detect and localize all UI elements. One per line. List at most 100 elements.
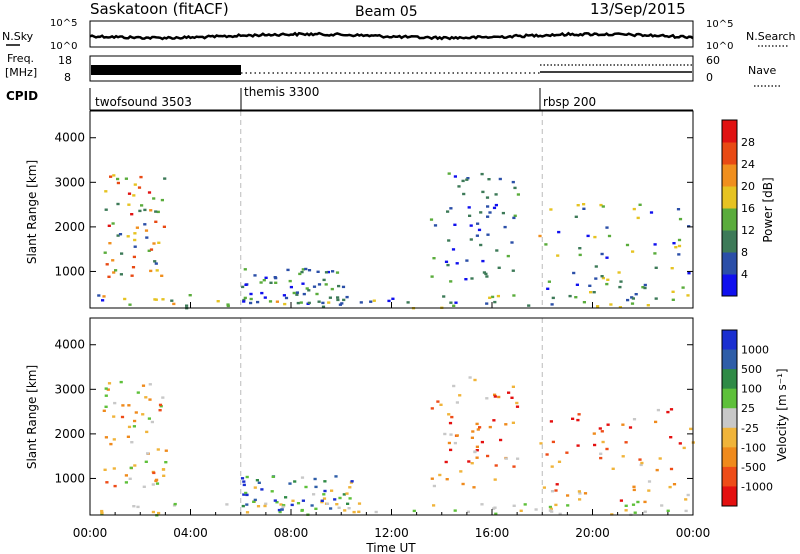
- scatter-cell-1: [574, 296, 578, 299]
- scatter-cell-0: [153, 260, 157, 263]
- scatter-cell-1: [618, 306, 622, 309]
- scatter-cell-3: [450, 415, 454, 419]
- scatter-cell-0: [144, 229, 149, 232]
- nsky-frame: [89, 20, 694, 48]
- power-panel: 1000 2000 3000 4000 Slant Range [km] 4 8 12 16…: [25, 110, 775, 310]
- scatter-cell-4: [577, 413, 581, 416]
- scatter-cell-0: [143, 223, 147, 226]
- scatter-cell-2: [335, 503, 339, 506]
- scatter-cell-4: [549, 208, 553, 211]
- scatter-cell-3: [497, 266, 501, 269]
- scatter-cell-0: [149, 269, 153, 273]
- scatter-cell-1: [102, 295, 106, 298]
- scatter-cell-0: [148, 398, 152, 401]
- scatter-cell-1: [128, 303, 132, 306]
- scatter-cell-2: [268, 300, 273, 303]
- scatter-cell-2: [241, 504, 245, 508]
- scatter-cell-3: [447, 172, 451, 175]
- scatter-cell-1: [243, 296, 247, 300]
- scatter-cell-1: [485, 302, 489, 305]
- xtick-label-0: 00:00: [73, 526, 108, 540]
- xtick-label-4: 16:00: [475, 526, 510, 540]
- scatter-cell-2: [280, 508, 284, 511]
- scatter-cell-2: [340, 302, 344, 305]
- scatter-cell-4: [666, 410, 670, 414]
- scatter-cell-1: [636, 500, 640, 504]
- scatter-cell-4: [538, 234, 542, 238]
- scatter-cell-0: [104, 190, 108, 193]
- scatter-cell-3: [494, 193, 498, 196]
- scatter-cell-1: [226, 303, 230, 306]
- scatter-cell-2: [269, 281, 273, 284]
- scatter-cell-0: [147, 249, 151, 252]
- scatter-cell-4: [598, 427, 602, 430]
- scatter-cell-1: [491, 295, 495, 299]
- scatter-cell-0: [130, 213, 134, 216]
- scatter-cell-3: [486, 215, 490, 218]
- scatter-cell-2: [334, 475, 338, 478]
- scatter-cell-4: [636, 216, 640, 220]
- scatter-cell-0: [131, 266, 136, 269]
- scatter-cell-1: [412, 509, 416, 513]
- colorbar-swatch-3: [722, 388, 737, 409]
- xtick-label-5: 20:00: [575, 526, 610, 540]
- scatter-cell-1: [170, 299, 174, 302]
- scatter-cell-1: [551, 296, 555, 300]
- scatter-cell-3: [515, 405, 520, 408]
- scatter-cell-0: [104, 394, 108, 397]
- scatter-cell-1: [671, 298, 675, 301]
- scatter-cell-1: [278, 510, 282, 514]
- scatter-cell-2: [307, 289, 311, 292]
- nsky-trace: [89, 31, 694, 41]
- scatter-cell-3: [469, 224, 473, 227]
- scatter-cell-4: [654, 420, 658, 424]
- scatter-cell-2: [293, 480, 297, 483]
- scatter-cell-3: [503, 225, 507, 229]
- scatter-cell-4: [689, 427, 693, 431]
- scatter-cell-0: [162, 474, 166, 477]
- scatter-cell-4: [607, 234, 612, 238]
- scatter-cell-4: [557, 460, 562, 463]
- scatter-cell-2: [242, 483, 246, 487]
- scatter-cell-1: [548, 505, 552, 509]
- scatter-cell-1: [296, 502, 301, 505]
- scatter-cell-0: [141, 413, 145, 416]
- scatter-cell-0: [137, 186, 142, 189]
- xtick-label-2: 08:00: [274, 526, 309, 540]
- scatter-cell-4: [668, 485, 672, 489]
- scatter-cell-4: [578, 492, 582, 495]
- nsky-right-tick-bottom: 10^0: [706, 41, 733, 52]
- scatter-cell-1: [643, 510, 647, 513]
- scatter-cell-1: [321, 305, 326, 308]
- scatter-cell-2: [286, 268, 290, 272]
- scatter-cell-3: [481, 190, 485, 194]
- scatter-cell-1: [296, 301, 300, 305]
- scatter-cell-3: [511, 180, 515, 184]
- scatter-cell-3: [492, 419, 496, 422]
- scatter-cell-2: [256, 300, 260, 304]
- scatter-cell-3: [448, 421, 453, 425]
- scatter-cell-1: [568, 294, 572, 298]
- scatter-cell-0: [147, 417, 151, 420]
- scatter-cell-3: [470, 436, 474, 439]
- scatter-cell-3: [488, 425, 492, 429]
- scatter-cell-0: [113, 401, 117, 405]
- scatter-cell-3: [482, 271, 486, 274]
- scatter-cell-0: [116, 181, 120, 185]
- scatter-cell-2: [255, 479, 259, 482]
- scatter-cell-4: [672, 242, 676, 245]
- scatter-cell-4: [678, 217, 683, 221]
- scatter-cell-2: [304, 267, 308, 271]
- colorbar-tick-1: 8: [741, 246, 748, 259]
- scatter-cell-1: [275, 501, 279, 504]
- scatter-cell-2: [315, 292, 319, 296]
- scatter-cell-1: [534, 508, 538, 511]
- scatter-cell-4: [632, 207, 636, 211]
- scatter-cell-1: [442, 295, 446, 298]
- scatter-cell-3: [430, 407, 434, 410]
- scatter-cell-4: [592, 432, 596, 435]
- scatter-cell-4: [589, 291, 593, 294]
- scatter-cell-0: [116, 177, 120, 181]
- scatter-cell-0: [139, 175, 143, 179]
- scatter-cell-2: [323, 480, 327, 483]
